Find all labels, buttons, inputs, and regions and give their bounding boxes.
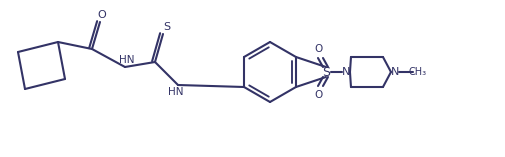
- Text: HN: HN: [168, 87, 184, 97]
- Text: CH₃: CH₃: [409, 67, 427, 77]
- Text: S: S: [164, 22, 171, 32]
- Text: O: O: [97, 10, 107, 20]
- Text: O: O: [315, 90, 323, 100]
- Text: HN: HN: [119, 55, 135, 65]
- Text: N: N: [391, 67, 399, 77]
- Text: N: N: [342, 67, 350, 77]
- Text: S: S: [322, 65, 330, 78]
- Text: O: O: [315, 44, 323, 54]
